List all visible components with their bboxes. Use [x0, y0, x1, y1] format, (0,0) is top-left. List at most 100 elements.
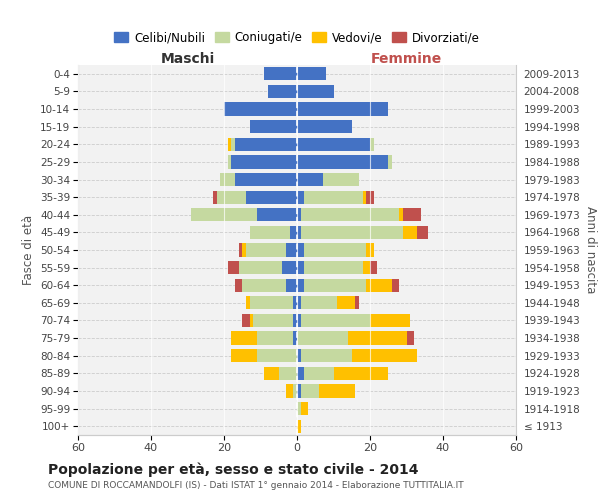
Bar	[362, 190, 367, 204]
Y-axis label: Fasce di età: Fasce di età	[22, 215, 35, 285]
Bar	[257, 332, 293, 344]
Bar	[297, 244, 304, 256]
Bar	[293, 332, 297, 344]
Bar	[297, 420, 301, 433]
Bar	[224, 102, 297, 116]
Bar	[217, 190, 246, 204]
Bar	[297, 349, 301, 362]
Bar	[250, 296, 293, 310]
Text: Femmine: Femmine	[371, 52, 442, 66]
Bar	[286, 244, 297, 256]
Bar	[297, 384, 301, 398]
Bar	[246, 296, 250, 310]
Bar	[220, 173, 235, 186]
Bar	[352, 349, 418, 362]
Bar	[367, 278, 392, 292]
Text: Maschi: Maschi	[160, 52, 215, 66]
Bar	[304, 190, 362, 204]
Bar	[297, 190, 304, 204]
Text: Popolazione per età, sesso e stato civile - 2014: Popolazione per età, sesso e stato civil…	[48, 462, 419, 477]
Bar	[370, 261, 377, 274]
Bar	[337, 296, 355, 310]
Bar	[250, 314, 253, 327]
Y-axis label: Anni di nascita: Anni di nascita	[584, 206, 597, 294]
Bar	[403, 208, 421, 222]
Bar	[253, 314, 293, 327]
Bar	[370, 138, 374, 151]
Bar	[301, 208, 399, 222]
Bar	[297, 138, 370, 151]
Bar	[301, 402, 308, 415]
Bar	[232, 156, 297, 168]
Bar	[286, 278, 297, 292]
Bar	[286, 384, 293, 398]
Bar	[242, 314, 250, 327]
Bar	[235, 138, 297, 151]
Bar	[279, 366, 297, 380]
Bar	[304, 261, 362, 274]
Bar	[227, 138, 232, 151]
Bar	[232, 332, 257, 344]
Bar	[399, 208, 403, 222]
Bar	[293, 314, 297, 327]
Bar	[297, 261, 304, 274]
Bar	[392, 278, 399, 292]
Bar	[242, 278, 286, 292]
Bar	[250, 120, 297, 134]
Bar	[213, 190, 217, 204]
Bar	[264, 67, 297, 80]
Bar	[297, 314, 301, 327]
Bar	[250, 226, 290, 239]
Bar	[297, 85, 334, 98]
Bar	[242, 244, 246, 256]
Bar	[301, 349, 352, 362]
Bar	[297, 278, 304, 292]
Bar	[304, 278, 367, 292]
Bar	[367, 190, 374, 204]
Bar	[293, 384, 297, 398]
Bar	[239, 261, 283, 274]
Bar	[246, 190, 297, 204]
Bar	[388, 156, 392, 168]
Bar	[227, 261, 239, 274]
Bar	[407, 332, 414, 344]
Bar	[257, 349, 297, 362]
Bar	[246, 244, 286, 256]
Bar	[304, 366, 334, 380]
Bar	[297, 296, 301, 310]
Bar	[355, 296, 359, 310]
Bar	[370, 314, 410, 327]
Legend: Celibi/Nubili, Coniugati/e, Vedovi/e, Divorziati/e: Celibi/Nubili, Coniugati/e, Vedovi/e, Di…	[109, 26, 485, 49]
Bar	[297, 226, 301, 239]
Bar	[297, 102, 388, 116]
Bar	[191, 208, 257, 222]
Bar	[323, 173, 359, 186]
Bar	[290, 226, 297, 239]
Bar	[362, 261, 370, 274]
Bar	[418, 226, 428, 239]
Bar	[297, 332, 348, 344]
Bar	[348, 332, 407, 344]
Bar	[232, 349, 257, 362]
Bar	[293, 296, 297, 310]
Bar	[301, 296, 337, 310]
Bar	[334, 366, 388, 380]
Bar	[319, 384, 355, 398]
Bar	[297, 120, 352, 134]
Bar	[227, 156, 232, 168]
Bar	[264, 366, 279, 380]
Bar	[297, 208, 301, 222]
Bar	[301, 314, 370, 327]
Bar	[297, 67, 326, 80]
Bar	[403, 226, 418, 239]
Bar	[297, 402, 301, 415]
Text: COMUNE DI ROCCAMANDOLFI (IS) - Dati ISTAT 1° gennaio 2014 - Elaborazione TUTTITA: COMUNE DI ROCCAMANDOLFI (IS) - Dati ISTA…	[48, 481, 464, 490]
Bar	[235, 173, 297, 186]
Bar	[239, 244, 242, 256]
Bar	[268, 85, 297, 98]
Bar	[301, 226, 403, 239]
Bar	[367, 244, 374, 256]
Bar	[257, 208, 297, 222]
Bar	[232, 138, 235, 151]
Bar	[297, 156, 388, 168]
